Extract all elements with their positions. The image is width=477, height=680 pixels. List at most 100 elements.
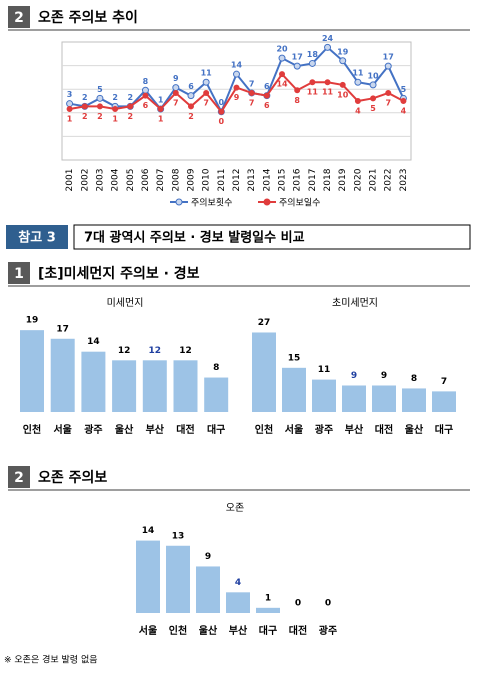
section-title-box [73, 224, 471, 250]
chart-title: 미세먼지 [107, 297, 144, 309]
bar [432, 391, 456, 412]
x-tick-label: 2022 [384, 169, 394, 192]
data-label: 10 [367, 71, 379, 80]
data-label: 4 [401, 107, 407, 116]
x-tick-label: 2020 [353, 168, 363, 191]
bar [20, 330, 44, 412]
x-tick-label: 2012 [232, 169, 242, 192]
data-label: 2 [82, 93, 88, 102]
data-label: 18 [307, 50, 319, 59]
data-point [324, 79, 331, 86]
x-tick-label: 대구 [207, 423, 225, 436]
data-label: 7 [441, 377, 447, 387]
data-label: 2 [82, 112, 88, 121]
data-label: 9 [173, 74, 179, 83]
data-label: 8 [143, 77, 149, 86]
data-point [96, 94, 104, 102]
x-tick-label: 인천 [169, 624, 187, 637]
x-tick-label: 광주 [315, 424, 333, 436]
x-tick-label: 대구 [435, 423, 453, 436]
data-label: 14 [87, 337, 100, 347]
x-tick-label: 2008 [171, 168, 181, 191]
x-tick-label: 2018 [323, 168, 333, 191]
data-label: 0 [219, 117, 225, 126]
x-tick-label: 2009 [186, 168, 196, 191]
data-label: 0 [295, 599, 301, 609]
data-point [400, 98, 407, 104]
bar [282, 367, 306, 412]
data-point [187, 92, 195, 100]
data-label: 12 [149, 346, 162, 356]
chart-title: 오존 [226, 502, 244, 514]
x-tick-label: 인천 [255, 423, 273, 436]
x-tick-label: 2021 [369, 169, 379, 192]
section-title: [초]미세먼지 주의보 · 경보 [38, 265, 200, 282]
x-tick-label: 2015 [278, 169, 288, 192]
data-label: 4 [355, 107, 361, 116]
data-label: 9 [381, 371, 387, 381]
data-point [370, 95, 377, 102]
x-tick-label: 2017 [308, 169, 318, 192]
data-label: 7 [203, 98, 209, 107]
data-point [278, 54, 286, 62]
section-number: 2 [14, 470, 24, 486]
section-number: 1 [14, 266, 24, 282]
data-point [202, 78, 210, 86]
data-label: 19 [26, 316, 39, 326]
data-label: 11 [318, 365, 331, 375]
data-point [66, 106, 73, 113]
data-point [324, 43, 332, 51]
data-point [142, 92, 149, 99]
bar [256, 607, 280, 613]
data-point [233, 84, 240, 91]
x-tick-label: 2010 [202, 168, 212, 191]
data-label: 2 [127, 93, 133, 102]
bar [81, 351, 106, 412]
data-label: 6 [264, 82, 270, 91]
plot-frame [61, 41, 412, 161]
data-label: 11 [352, 69, 364, 78]
data-point [81, 103, 88, 110]
bar [173, 360, 198, 412]
data-point [127, 103, 134, 110]
bar [402, 388, 426, 412]
bar [136, 540, 160, 613]
x-tick-label: 서울 [285, 423, 303, 436]
data-label: 2 [112, 93, 118, 102]
x-tick-label: 대전 [289, 624, 307, 637]
data-point [279, 71, 286, 78]
section-badge [8, 6, 30, 28]
bar [204, 377, 229, 412]
data-point [384, 62, 392, 70]
legend-marker [175, 198, 183, 206]
data-label: 4 [235, 578, 241, 588]
x-tick-label: 2007 [156, 169, 166, 192]
data-label: 9 [234, 93, 240, 102]
data-label: 7 [249, 79, 255, 88]
data-label: 24 [322, 34, 334, 43]
data-point [339, 81, 346, 88]
data-point [66, 100, 74, 108]
data-point [263, 92, 270, 99]
data-label: 11 [307, 88, 319, 97]
data-point [385, 89, 392, 96]
x-tick-label: 2016 [293, 168, 303, 191]
section-title: 7대 광역시 주의보 · 경보 발령일수 비교 [84, 230, 305, 246]
data-label: 5 [401, 85, 407, 94]
data-point [187, 103, 194, 110]
data-label: 17 [292, 53, 303, 62]
data-label: 2 [97, 112, 103, 121]
x-tick-label: 대구 [259, 624, 277, 637]
bar [312, 379, 336, 412]
section-badge [8, 466, 30, 488]
data-point [203, 89, 210, 96]
data-label: 8 [294, 96, 300, 105]
chart-title: 초미세먼지 [332, 297, 378, 309]
section-badge [8, 262, 30, 284]
x-tick-label: 2002 [80, 169, 90, 192]
data-label: 19 [337, 47, 349, 56]
data-point [294, 87, 301, 94]
section-title: 오존 주의보 추이 [38, 9, 138, 26]
x-tick-label: 광주 [319, 625, 337, 637]
